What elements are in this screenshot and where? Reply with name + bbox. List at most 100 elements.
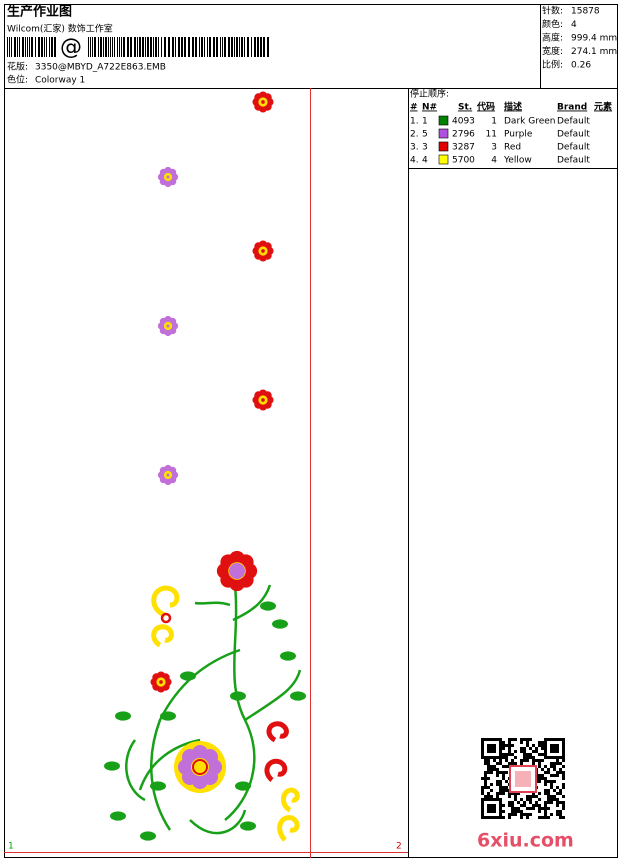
qr-cell bbox=[508, 792, 511, 795]
watermark: 6xiu.com bbox=[477, 830, 574, 852]
qr-cell bbox=[484, 738, 487, 741]
qr-cell bbox=[493, 744, 496, 747]
row-index: 1. bbox=[410, 117, 419, 127]
qr-cell bbox=[538, 762, 541, 765]
qr-cell bbox=[532, 792, 535, 795]
qr-cell bbox=[502, 771, 505, 774]
qr-cell bbox=[559, 768, 562, 771]
color-swatch bbox=[438, 128, 449, 139]
qr-cell bbox=[562, 801, 565, 804]
qr-cell bbox=[556, 792, 559, 795]
qr-cell bbox=[529, 798, 532, 801]
qr-cell bbox=[508, 753, 511, 756]
qr-cell bbox=[553, 750, 556, 753]
bar-line bbox=[51, 37, 53, 57]
qr-cell bbox=[481, 741, 484, 744]
bar-line bbox=[22, 37, 24, 57]
column-header: St. bbox=[458, 103, 472, 113]
qr-cell bbox=[481, 804, 484, 807]
qr-cell bbox=[529, 738, 532, 741]
qr-cell bbox=[493, 738, 496, 741]
qr-cell bbox=[526, 738, 529, 741]
bar-line bbox=[19, 37, 20, 57]
qr-cell bbox=[541, 774, 544, 777]
bar-line bbox=[25, 37, 26, 57]
qr-cell bbox=[559, 816, 562, 819]
qr-cell bbox=[496, 795, 499, 798]
qr-cell bbox=[541, 741, 544, 744]
qr-cell bbox=[511, 813, 514, 816]
qr-cell bbox=[493, 747, 496, 750]
qr-cell bbox=[502, 747, 505, 750]
stat-value: 0.26 bbox=[571, 61, 591, 71]
qr-cell bbox=[523, 813, 526, 816]
qr-cell bbox=[544, 816, 547, 819]
studio: Wilcom(汇家) 数饰工作室 bbox=[7, 23, 113, 35]
qr-cell bbox=[517, 807, 520, 810]
qr-cell bbox=[490, 768, 493, 771]
qr-cell bbox=[544, 813, 547, 816]
qr-cell bbox=[550, 747, 553, 750]
qr-cell bbox=[523, 804, 526, 807]
qr-cell bbox=[481, 756, 484, 759]
qr-cell bbox=[562, 777, 565, 780]
qr-cell bbox=[553, 795, 556, 798]
qr-cell bbox=[496, 756, 499, 759]
qr-cell bbox=[538, 741, 541, 744]
qr-cell bbox=[529, 795, 532, 798]
stop-title: 停止顺序: bbox=[410, 88, 449, 100]
qr-cell bbox=[556, 801, 559, 804]
bar-line bbox=[188, 37, 190, 57]
qr-cell bbox=[496, 768, 499, 771]
qr-cell bbox=[556, 774, 559, 777]
bar-line bbox=[164, 37, 166, 57]
row-index: 2. bbox=[410, 130, 419, 140]
qr-cell bbox=[493, 756, 496, 759]
qr-cell bbox=[544, 741, 547, 744]
qr-cell bbox=[541, 744, 544, 747]
brand: Default bbox=[557, 130, 590, 140]
bar-line bbox=[54, 37, 56, 57]
ruler-label: 1 bbox=[8, 842, 14, 852]
qr-cell bbox=[556, 738, 559, 741]
qr-cell bbox=[484, 771, 487, 774]
qr-cell bbox=[544, 780, 547, 783]
qr-cell bbox=[499, 816, 502, 819]
qr-cell bbox=[538, 777, 541, 780]
qr-cell bbox=[490, 816, 493, 819]
qr-cell bbox=[553, 789, 556, 792]
qr-cell bbox=[484, 762, 487, 765]
qr-cell bbox=[487, 816, 490, 819]
qr-cell bbox=[559, 738, 562, 741]
qr-cell bbox=[520, 762, 523, 765]
qr-cell bbox=[526, 744, 529, 747]
column-header: Brand bbox=[557, 103, 587, 113]
qr-cell bbox=[502, 756, 505, 759]
qr-cell bbox=[538, 774, 541, 777]
qr-cell bbox=[499, 789, 502, 792]
qr-cell bbox=[499, 807, 502, 810]
qr-cell bbox=[496, 762, 499, 765]
qr-cell bbox=[562, 795, 565, 798]
qr-cell bbox=[553, 774, 556, 777]
title: 生产作业图 bbox=[7, 4, 72, 20]
bar-line bbox=[38, 37, 40, 57]
bar-line bbox=[108, 37, 109, 57]
qr-cell bbox=[556, 756, 559, 759]
qr-cell bbox=[484, 798, 487, 801]
qr-cell bbox=[556, 750, 559, 753]
qr-cell bbox=[514, 795, 517, 798]
qr-cell bbox=[514, 792, 517, 795]
qr-cell bbox=[502, 744, 505, 747]
qr-cell bbox=[535, 747, 538, 750]
qr-cell bbox=[556, 813, 559, 816]
qr-cell bbox=[535, 795, 538, 798]
column-header: N# bbox=[422, 103, 437, 113]
qr-cell bbox=[508, 804, 511, 807]
qr-cell bbox=[484, 777, 487, 780]
qr-cell bbox=[532, 750, 535, 753]
bar-line bbox=[31, 37, 33, 57]
qr-cell bbox=[520, 816, 523, 819]
qr-cell bbox=[487, 792, 490, 795]
